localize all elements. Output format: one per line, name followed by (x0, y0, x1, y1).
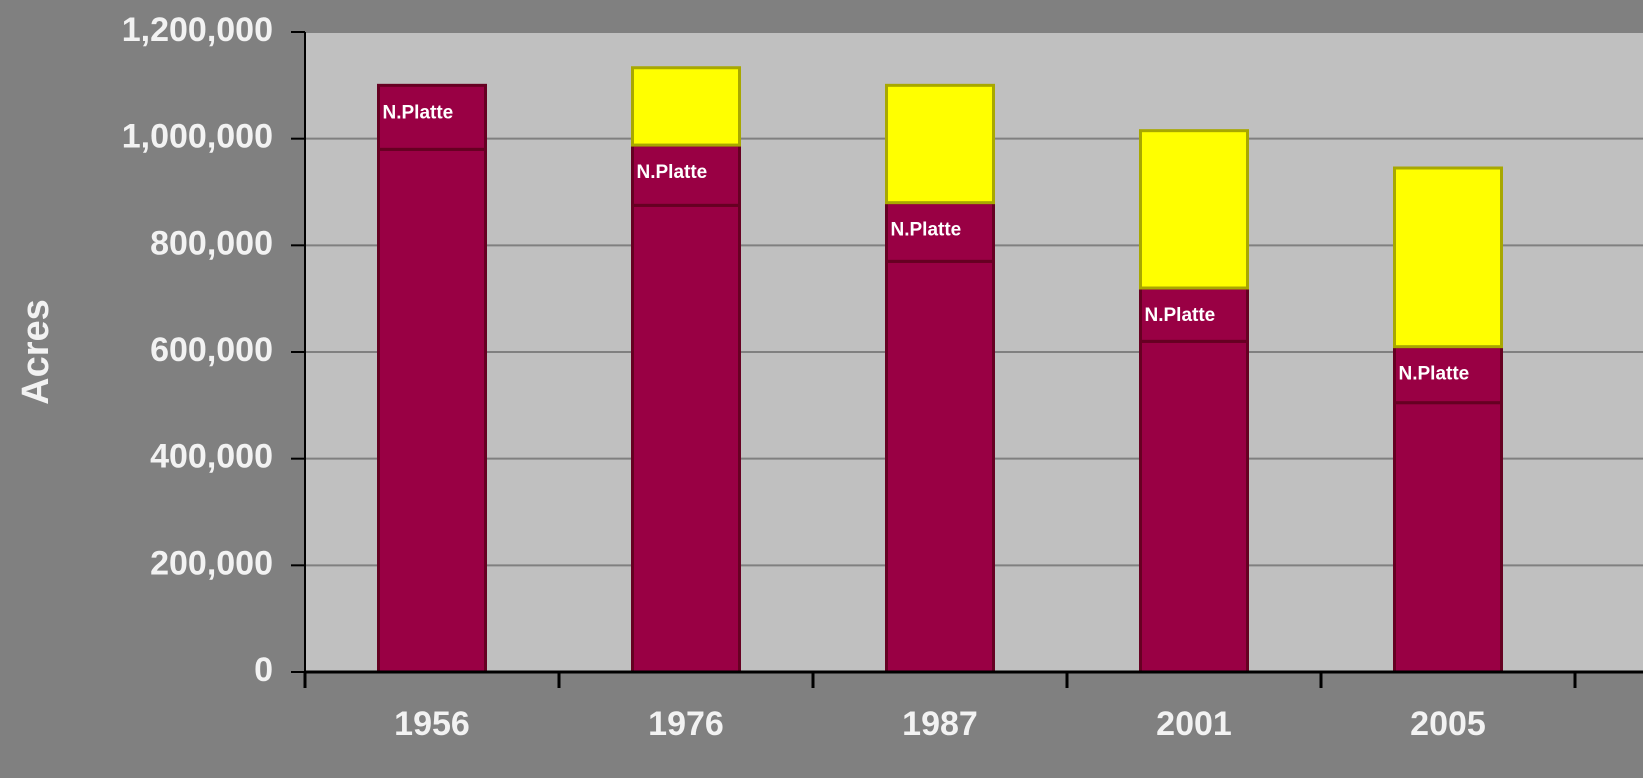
bar-segment (1393, 166, 1503, 349)
y-tick-label: 1,200,000 (122, 11, 273, 49)
y-tick-label: 1,000,000 (122, 118, 273, 156)
bar-segment (377, 147, 487, 674)
y-axis-title: Acres (15, 299, 57, 405)
bar-segment (377, 83, 487, 151)
bar-segment (885, 259, 995, 674)
segment-label: N.Platte (891, 220, 962, 241)
x-tick-label: 2001 (1156, 705, 1232, 743)
bar-segment (885, 83, 995, 205)
bar-segment (1139, 339, 1249, 674)
bar-segment (1393, 345, 1503, 405)
bar-segment (1139, 286, 1249, 343)
segment-label: N.Platte (383, 102, 454, 123)
segment-label: N.Platte (637, 162, 708, 183)
bar-segment (631, 143, 741, 207)
x-tick-label: 1956 (394, 705, 470, 743)
segment-label: N.Platte (1145, 305, 1216, 326)
bar-segment (631, 66, 741, 147)
x-tick-label: 2005 (1410, 705, 1486, 743)
bar-segment (1393, 401, 1503, 674)
bar-segment (631, 203, 741, 674)
bar-segment (1139, 129, 1249, 290)
x-tick-label: 1987 (902, 705, 978, 743)
bar-segment (885, 201, 995, 263)
y-tick-label: 0 (254, 651, 273, 689)
x-tick-label: 1976 (648, 705, 724, 743)
y-tick-label: 200,000 (150, 544, 273, 582)
segment-label: N.Platte (1399, 364, 1470, 385)
y-tick-label: 600,000 (150, 331, 273, 369)
y-tick-label: 400,000 (150, 438, 273, 476)
y-tick-label: 800,000 (150, 224, 273, 262)
